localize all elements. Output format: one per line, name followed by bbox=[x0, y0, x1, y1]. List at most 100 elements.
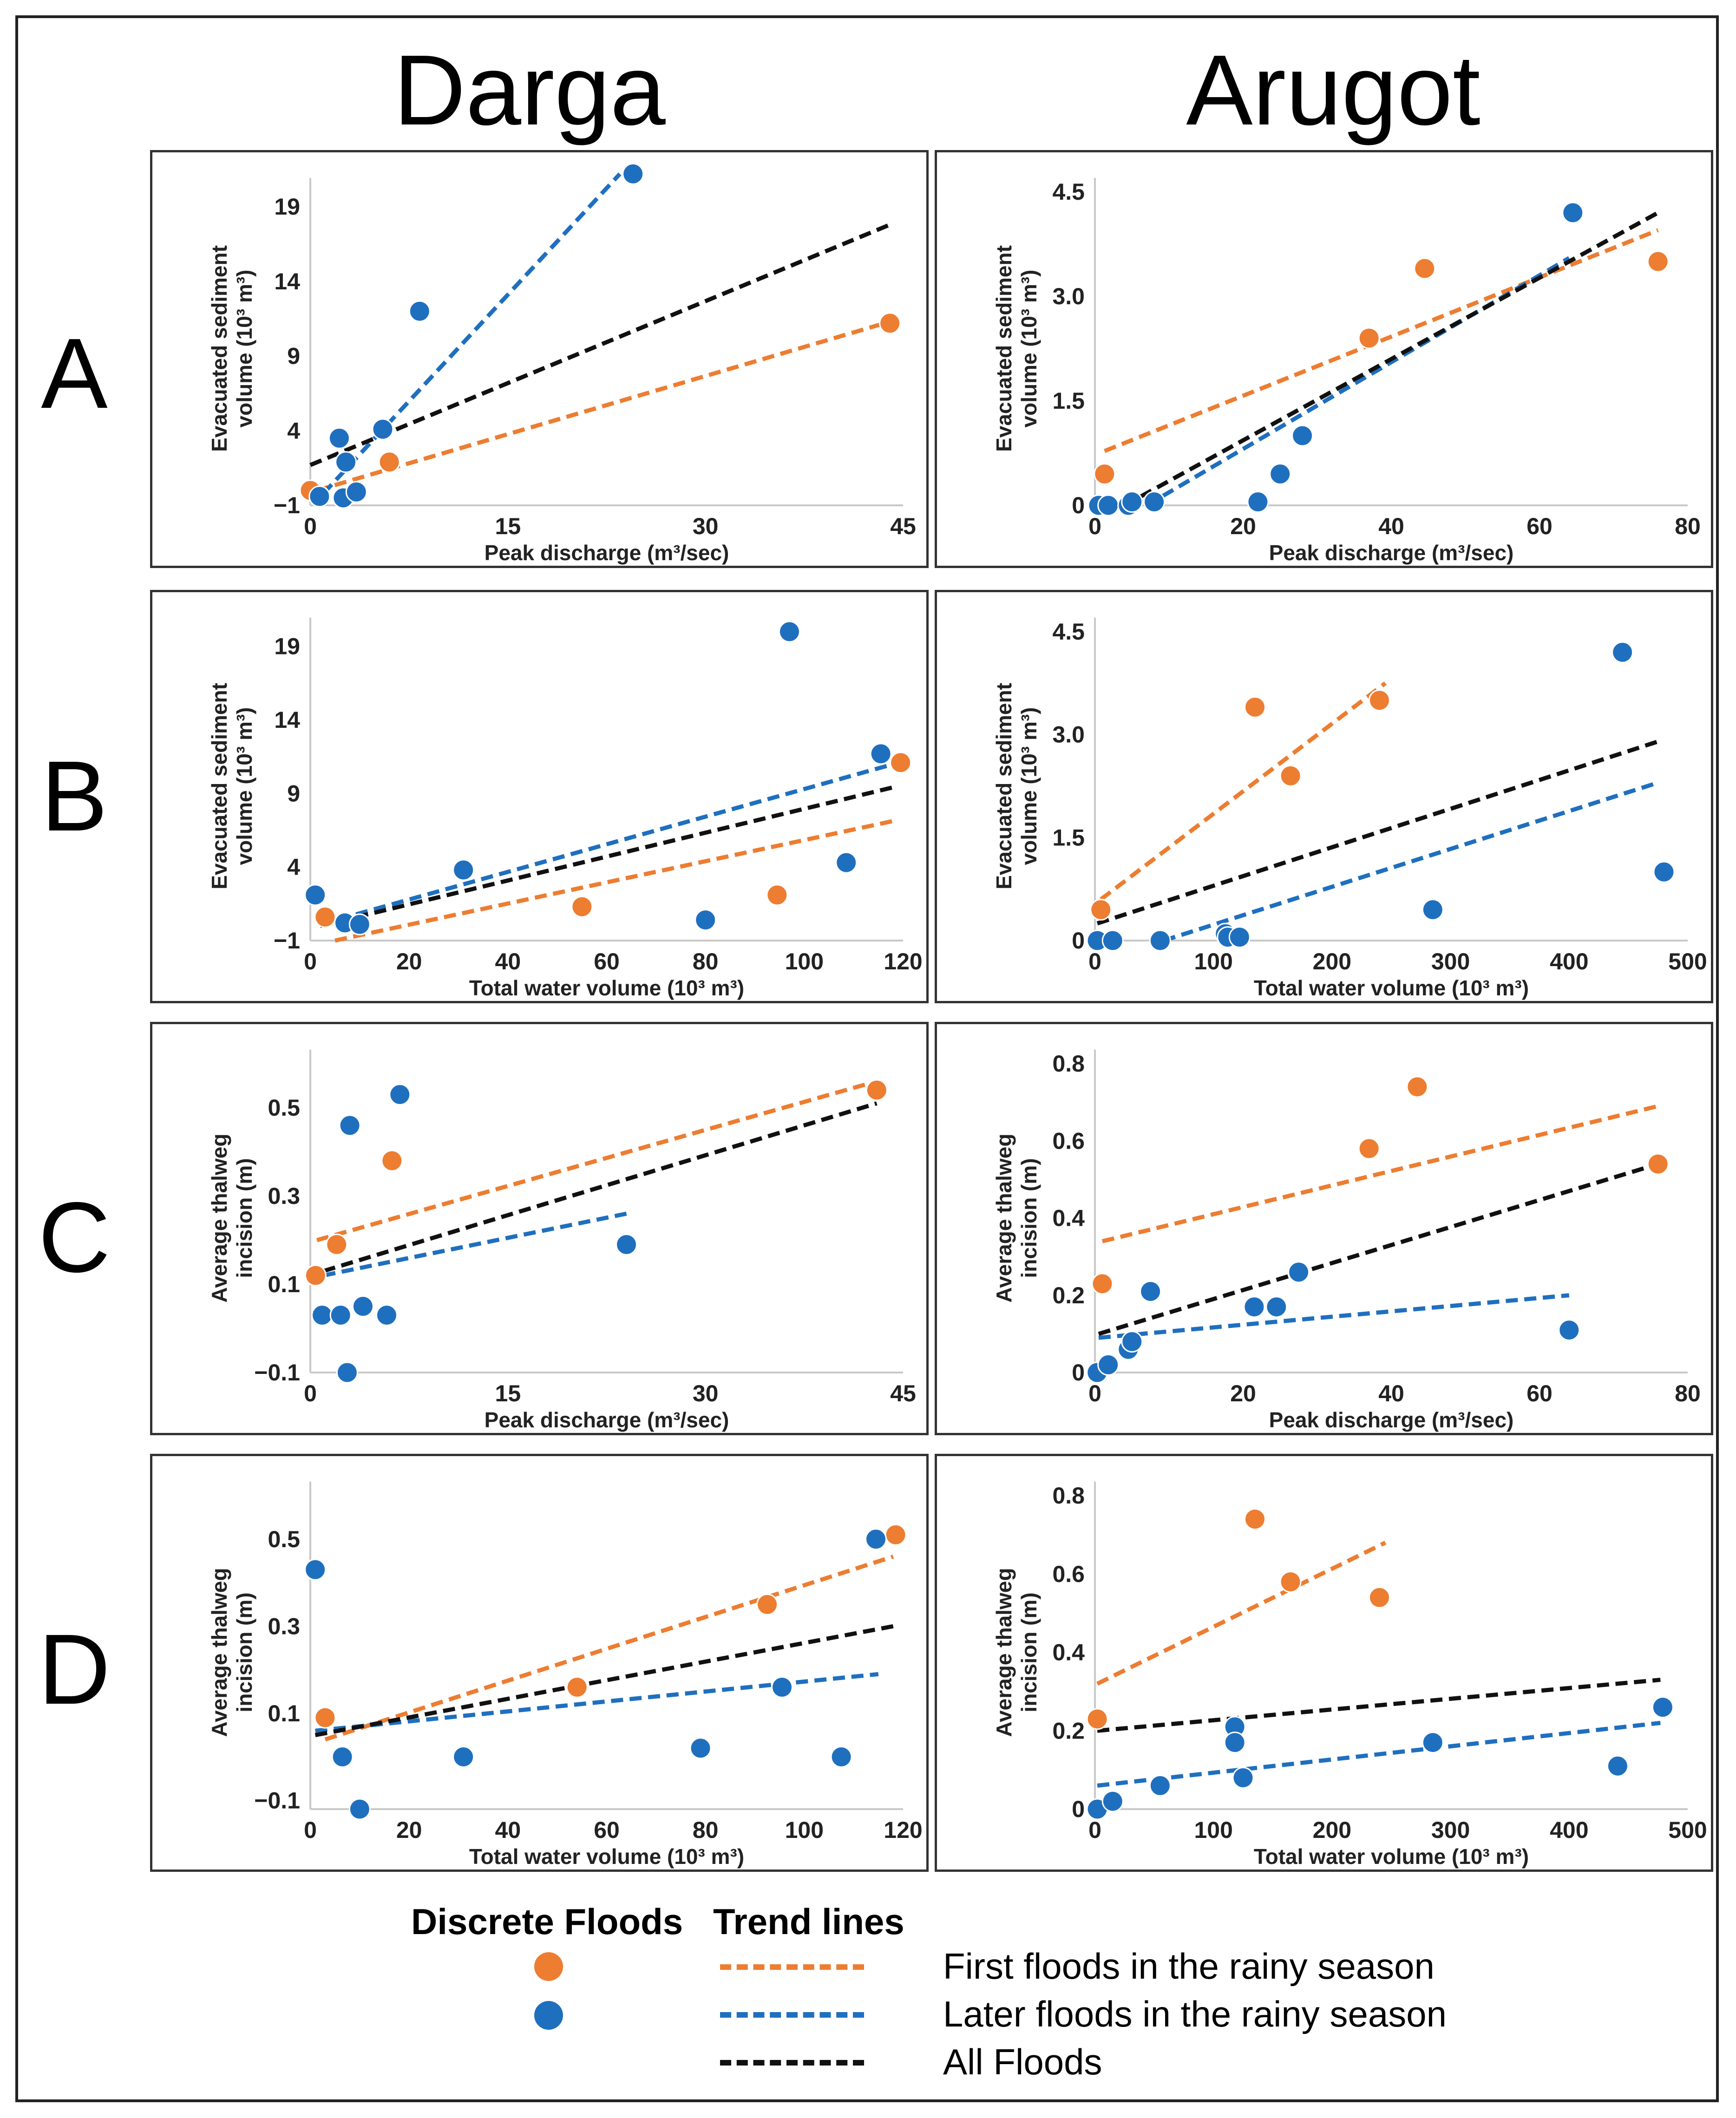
x-tick-label: 30 bbox=[693, 513, 719, 539]
all-floods-trend-line bbox=[323, 1101, 878, 1273]
legend-first-line bbox=[720, 1964, 864, 1970]
later-flood-point bbox=[328, 427, 350, 449]
x-tick-label: 20 bbox=[1230, 1380, 1256, 1406]
later-flood-point bbox=[616, 1234, 638, 1255]
first-flood-point bbox=[566, 1676, 588, 1698]
first-flood-point bbox=[1358, 327, 1380, 349]
first-flood-point bbox=[1094, 463, 1116, 485]
y-tick-label: −1 bbox=[274, 928, 300, 954]
y-tick-label: 0 bbox=[1072, 1796, 1085, 1822]
later-flood-point bbox=[311, 1304, 334, 1326]
later-flood-point bbox=[304, 884, 327, 906]
x-axis-label: Total water volume (10³ m³) bbox=[1254, 976, 1529, 1000]
first-flood-point bbox=[1358, 1137, 1380, 1160]
y-tick-label: 0.6 bbox=[1052, 1128, 1085, 1154]
y-axis-label-line: incision (m) bbox=[1017, 1592, 1041, 1712]
y-axis-label-line: volume (10³ m³) bbox=[232, 707, 256, 865]
x-tick-label: 100 bbox=[1194, 948, 1232, 974]
y-tick-label: −0.1 bbox=[254, 1787, 300, 1813]
later-flood-point bbox=[1612, 641, 1634, 663]
first-flood-point bbox=[884, 1523, 907, 1546]
x-axis-label: Peak discharge (m³/sec) bbox=[1269, 541, 1514, 565]
first-trend-line bbox=[1101, 1104, 1659, 1243]
later-flood-point bbox=[1653, 861, 1675, 883]
y-axis-label: Average thalwegincision (m) bbox=[992, 1568, 1041, 1737]
later-flood-point bbox=[375, 1304, 398, 1326]
later-flood-point bbox=[1121, 491, 1143, 513]
later-flood-point bbox=[1288, 1261, 1310, 1283]
later-flood-point bbox=[1149, 1774, 1171, 1797]
later-flood-point bbox=[308, 485, 331, 508]
y-axis-label: Average thalwegincision (m) bbox=[207, 1134, 256, 1303]
legend-points-title: Discrete Floods bbox=[411, 1901, 683, 1942]
x-tick-label: 30 bbox=[693, 1380, 719, 1406]
x-tick-label: 0 bbox=[304, 948, 317, 974]
y-axis-label-line: volume (10³ m³) bbox=[1017, 707, 1041, 865]
legend-later-label: Later floods in the rainy season bbox=[943, 1994, 1447, 2034]
x-tick-label: 20 bbox=[396, 948, 422, 974]
y-tick-label: 9 bbox=[287, 780, 300, 806]
later-flood-point bbox=[1097, 1353, 1120, 1376]
first-flood-point bbox=[1368, 1586, 1390, 1608]
later-flood-point bbox=[1143, 491, 1166, 513]
y-tick-label: 0 bbox=[1072, 1360, 1085, 1386]
later-flood-point bbox=[622, 163, 644, 185]
x-tick-label: 300 bbox=[1431, 1817, 1470, 1843]
x-tick-label: 200 bbox=[1313, 948, 1351, 974]
y-axis-label-line: incision (m) bbox=[232, 1592, 256, 1712]
x-tick-label: 60 bbox=[594, 1817, 620, 1843]
first-flood-point bbox=[378, 451, 400, 473]
y-tick-label: 0.2 bbox=[1052, 1718, 1085, 1744]
first-flood-point bbox=[865, 1079, 888, 1101]
y-axis-label-line: Evacuated sediment bbox=[207, 245, 231, 452]
y-axis-label-line: Evacuated sediment bbox=[207, 683, 231, 889]
later-flood-point bbox=[1149, 929, 1171, 952]
y-tick-label: 0.8 bbox=[1052, 1483, 1085, 1509]
y-axis-label: Average thalwegincision (m) bbox=[207, 1568, 256, 1737]
first-flood-point bbox=[1279, 765, 1302, 787]
x-tick-label: 100 bbox=[785, 948, 824, 974]
y-tick-label: 1.5 bbox=[1052, 824, 1085, 850]
later-flood-point bbox=[372, 418, 394, 440]
later-flood-point bbox=[331, 1746, 354, 1768]
y-tick-label: 4.5 bbox=[1052, 619, 1085, 645]
later-flood-point bbox=[335, 451, 357, 473]
y-tick-label: 0 bbox=[1072, 492, 1085, 518]
panel-darga-a: 0 15 30 45 −1 4 9 14 19 Peak discharge (m³/sec) Ev… bbox=[150, 150, 929, 568]
first-flood-point bbox=[1279, 1571, 1302, 1593]
chart-darga-a: 0 15 30 45 −1 4 9 14 19 Peak discharge (m³/sec) Ev… bbox=[207, 163, 916, 565]
figure-frame bbox=[15, 15, 1719, 2102]
first-flood-point bbox=[1086, 1708, 1108, 1730]
y-tick-label: 3.0 bbox=[1052, 722, 1085, 748]
later-trend-line bbox=[320, 763, 889, 927]
x-tick-label: 120 bbox=[884, 948, 922, 974]
x-axis-label: Total water volume (10³ m³) bbox=[469, 976, 744, 1000]
x-tick-label: 60 bbox=[1526, 1380, 1553, 1406]
y-axis-label-line: Average thalweg bbox=[207, 1568, 231, 1737]
later-flood-point bbox=[1097, 494, 1120, 516]
later-flood-point bbox=[778, 621, 800, 643]
legend-all-label: All Floods bbox=[943, 2041, 1102, 2082]
x-tick-label: 20 bbox=[1230, 513, 1256, 539]
later-trend-line bbox=[1097, 1720, 1661, 1788]
first-flood-point bbox=[326, 1234, 348, 1255]
later-flood-point bbox=[1562, 202, 1584, 224]
y-tick-label: 4 bbox=[287, 418, 300, 444]
y-tick-label: 0.4 bbox=[1052, 1205, 1085, 1231]
later-flood-point bbox=[870, 743, 892, 765]
later-flood-point bbox=[1121, 1331, 1143, 1353]
later-flood-point bbox=[1269, 463, 1291, 485]
y-axis-label-line: Evacuated sediment bbox=[992, 245, 1016, 452]
chart-darga-c: 0 15 30 45 −0.1 0.1 0.3 0.5 Peak discharge (m³/s… bbox=[207, 1050, 916, 1432]
x-tick-label: 20 bbox=[396, 1817, 422, 1843]
y-tick-label: 4 bbox=[287, 854, 300, 880]
first-flood-point bbox=[890, 752, 912, 774]
x-axis-label: Total water volume (10³ m³) bbox=[469, 1844, 744, 1869]
y-tick-label: 0.5 bbox=[268, 1526, 300, 1552]
y-tick-label: 0.6 bbox=[1052, 1561, 1085, 1587]
chart-arugot-b: 0 100 200 300 400 500 0 1.5 3.0 4.5 Total water vo… bbox=[992, 618, 1707, 1000]
first-flood-point bbox=[314, 1706, 336, 1729]
x-tick-label: 60 bbox=[594, 948, 620, 974]
first-flood-point bbox=[381, 1150, 403, 1172]
later-flood-point bbox=[835, 851, 858, 874]
